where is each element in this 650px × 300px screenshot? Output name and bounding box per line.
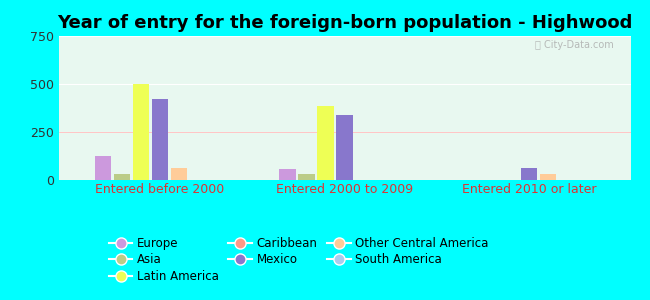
Bar [133, 84, 150, 180]
Bar [151, 99, 168, 180]
Bar [317, 106, 334, 180]
Bar [521, 167, 538, 180]
Bar [170, 167, 187, 180]
Bar [336, 115, 353, 180]
Bar [280, 169, 296, 180]
Legend: Europe, Asia, Latin America, Caribbean, Mexico, Other Central America, South Ame: Europe, Asia, Latin America, Caribbean, … [104, 232, 493, 287]
Text: ⓘ City-Data.com: ⓘ City-Data.com [534, 40, 614, 50]
Bar [298, 174, 315, 180]
Bar [114, 174, 131, 180]
Title: Year of entry for the foreign-born population - Highwood: Year of entry for the foreign-born popul… [57, 14, 632, 32]
Bar [540, 174, 556, 180]
Bar [95, 156, 111, 180]
